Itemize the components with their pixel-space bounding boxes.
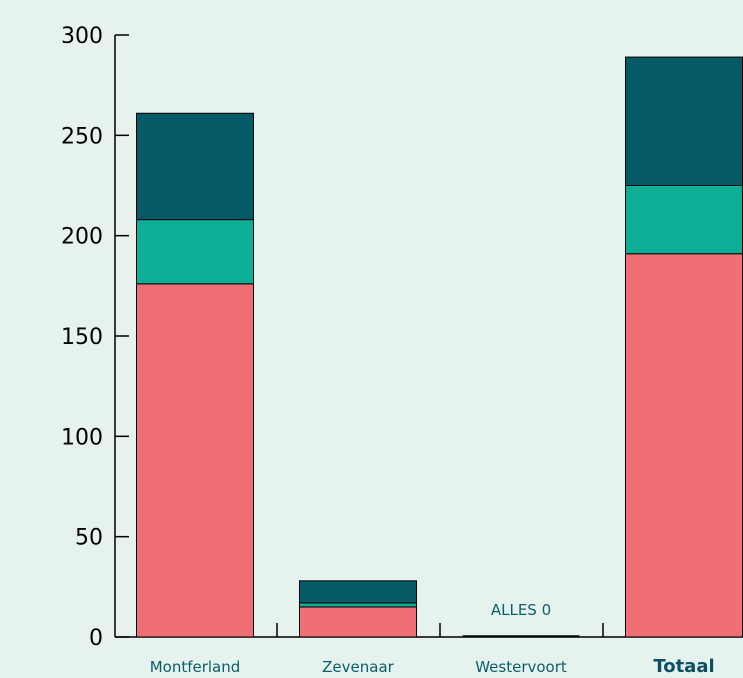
bar-segment bbox=[299, 606, 417, 638]
x-tick-label: Totaal bbox=[653, 656, 714, 677]
y-tick-label: 50 bbox=[75, 526, 103, 551]
bars bbox=[136, 56, 743, 638]
y-tick-label: 0 bbox=[89, 626, 103, 651]
bar-segment bbox=[136, 283, 254, 638]
bar-segment bbox=[625, 56, 743, 186]
bar-segment bbox=[625, 185, 743, 255]
bar-segment bbox=[136, 112, 254, 221]
bar-segment bbox=[299, 580, 417, 604]
y-tick-label: 250 bbox=[61, 124, 103, 149]
bar-segment bbox=[299, 602, 417, 608]
x-axis: Montferland Zevenaar Westervoort Totaal bbox=[115, 623, 743, 677]
x-tick-label: Zevenaar bbox=[322, 658, 395, 676]
x-tick-label: Westervoort bbox=[475, 658, 567, 676]
y-axis: 0 50 100 150 200 250 300 bbox=[61, 24, 129, 651]
annotation-label: ALLES 0 bbox=[491, 601, 551, 619]
y-tick-label: 100 bbox=[61, 425, 103, 450]
bar-segment bbox=[625, 253, 743, 638]
y-tick-label: 150 bbox=[61, 325, 103, 350]
y-tick-label: 200 bbox=[61, 225, 103, 250]
bar-segment bbox=[136, 219, 254, 285]
y-tick-label: 300 bbox=[61, 24, 103, 49]
annotations: ALLES 0 bbox=[491, 601, 551, 619]
x-tick-label: Montferland bbox=[150, 658, 241, 676]
